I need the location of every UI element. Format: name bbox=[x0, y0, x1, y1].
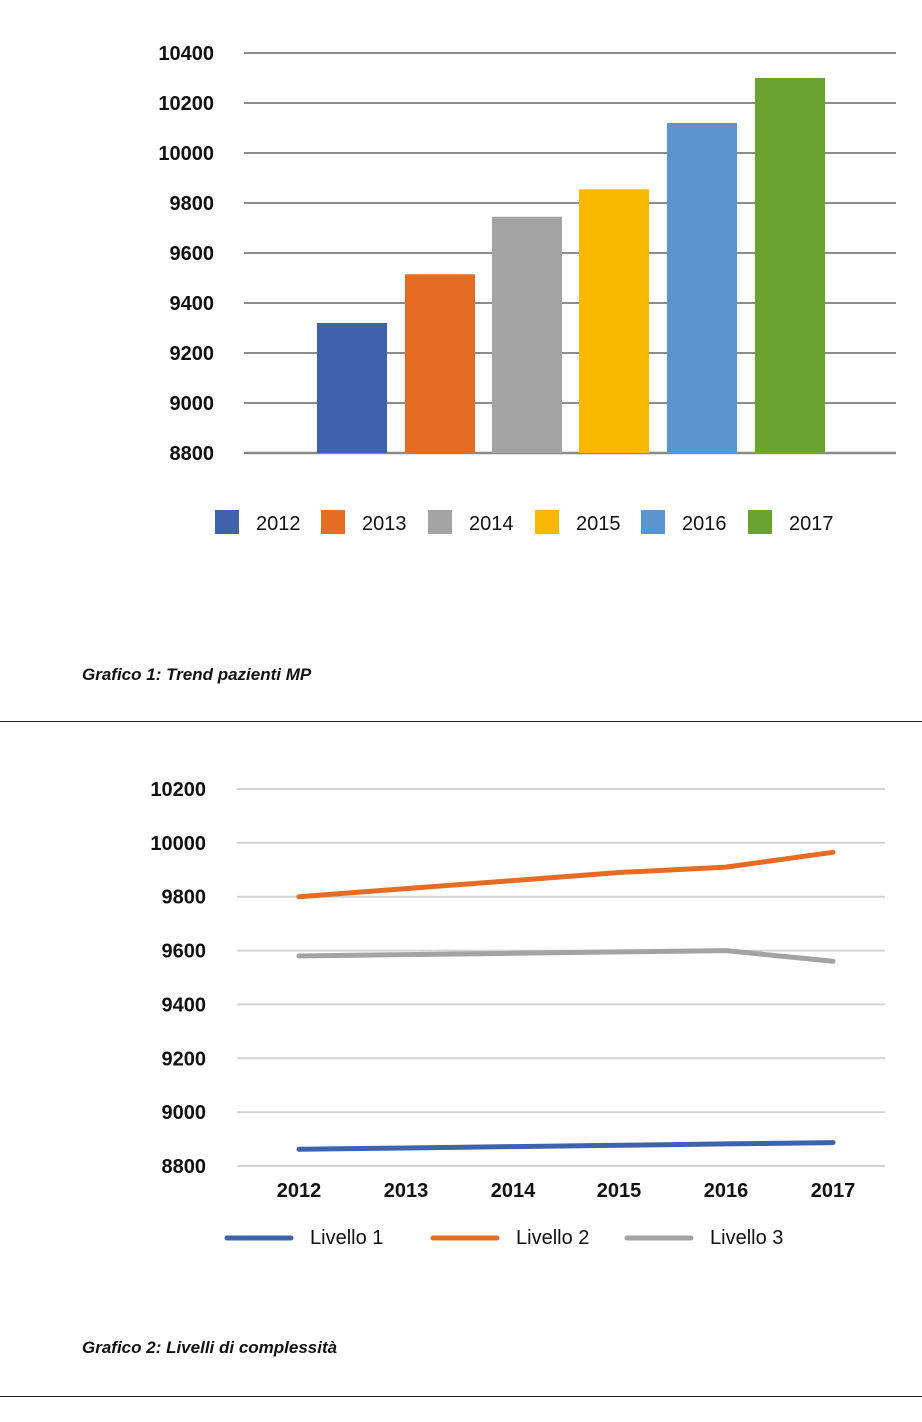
y-tick-label: 9200 bbox=[170, 343, 215, 365]
x-tick-label: 2015 bbox=[597, 1180, 642, 1202]
x-tick-label: 2017 bbox=[811, 1180, 856, 1202]
y-tick-label: 10200 bbox=[158, 93, 214, 115]
legend-swatch bbox=[748, 510, 772, 534]
x-tick-label: 2013 bbox=[384, 1180, 429, 1202]
bar-chart-trend-pazienti: 8800 9000 9200 9400 9600 9800 10000 10200 10400 2… bbox=[158, 43, 896, 535]
legend-label: 2013 bbox=[362, 513, 407, 535]
y-tick-label: 9400 bbox=[170, 293, 215, 315]
y-tick-label: 8800 bbox=[170, 443, 215, 465]
y-tick-label: 9400 bbox=[162, 994, 207, 1016]
bar-2012 bbox=[317, 323, 387, 453]
legend-label: 2012 bbox=[256, 513, 301, 535]
y-tick-label: 8800 bbox=[162, 1156, 207, 1178]
legend-label: Livello 2 bbox=[516, 1227, 589, 1249]
section-divider-top bbox=[0, 721, 922, 722]
y-tick-label: 10000 bbox=[158, 143, 214, 165]
y-tick-label: 9800 bbox=[170, 193, 215, 215]
y-tick-label: 10200 bbox=[150, 779, 206, 801]
legend-label: 2014 bbox=[469, 513, 514, 535]
bar-2015 bbox=[579, 189, 649, 453]
x-tick-label: 2016 bbox=[704, 1180, 749, 1202]
legend-label: 2017 bbox=[789, 513, 834, 535]
section-divider-bottom bbox=[0, 1396, 922, 1397]
y-tick-label: 9000 bbox=[162, 1102, 207, 1124]
legend-swatch bbox=[215, 510, 239, 534]
y-tick-label: 9600 bbox=[162, 941, 207, 963]
legend-swatch bbox=[321, 510, 345, 534]
bar-2013 bbox=[405, 274, 475, 453]
y-tick-label: 10000 bbox=[150, 833, 206, 855]
legend-swatch bbox=[535, 510, 559, 534]
chart2-caption: Grafico 2: Livelli di complessità bbox=[82, 1338, 338, 1357]
y-tick-label: 9800 bbox=[162, 887, 207, 909]
y-tick-label: 9200 bbox=[162, 1048, 207, 1070]
y-tick-label: 9000 bbox=[170, 393, 215, 415]
legend-swatch bbox=[641, 510, 665, 534]
y-tick-label: 9600 bbox=[170, 243, 215, 265]
series-line-livello-1 bbox=[296, 1140, 836, 1152]
legend-swatch bbox=[428, 510, 452, 534]
legend-label: 2015 bbox=[576, 513, 621, 535]
x-tick-label: 2014 bbox=[491, 1180, 536, 1202]
x-tick-label: 2012 bbox=[277, 1180, 322, 1202]
y-tick-label: 10400 bbox=[158, 43, 214, 65]
legend-label: 2016 bbox=[682, 513, 727, 535]
legend-label: Livello 1 bbox=[310, 1227, 383, 1249]
series-line-livello-2 bbox=[296, 849, 836, 900]
bar-2014 bbox=[492, 216, 562, 453]
bar-2017 bbox=[755, 78, 825, 453]
line-chart-livelli-complessita: 8800 9000 9200 9400 9600 9800 10000 10200 2012 20… bbox=[150, 779, 885, 1249]
chart1-caption: Grafico 1: Trend pazienti MP bbox=[82, 665, 312, 684]
bar-2016 bbox=[667, 123, 737, 453]
series-line-livello-3 bbox=[296, 948, 836, 964]
legend-label: Livello 3 bbox=[710, 1227, 783, 1249]
